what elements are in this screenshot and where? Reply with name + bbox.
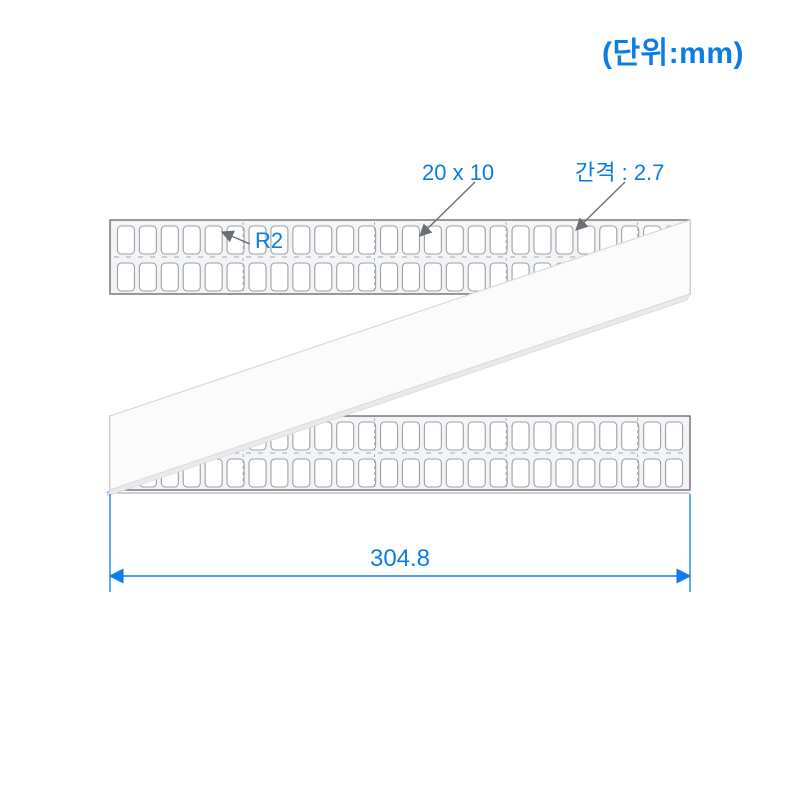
label-sheet-diagram — [107, 220, 690, 496]
callout-radius: R2 — [255, 228, 283, 253]
dimension-width-value: 304.8 — [370, 545, 430, 572]
callout-gap: 간격 : 2.7 — [575, 160, 664, 185]
width-dimension: 304.8 — [110, 494, 690, 592]
callout-slot_size: 20 x 10 — [422, 160, 494, 185]
diagram-canvas: 20 x 10 간격 : 2.7 R2 304.8 — [0, 0, 800, 800]
unit-badge: (단위:mm) — [602, 28, 744, 72]
